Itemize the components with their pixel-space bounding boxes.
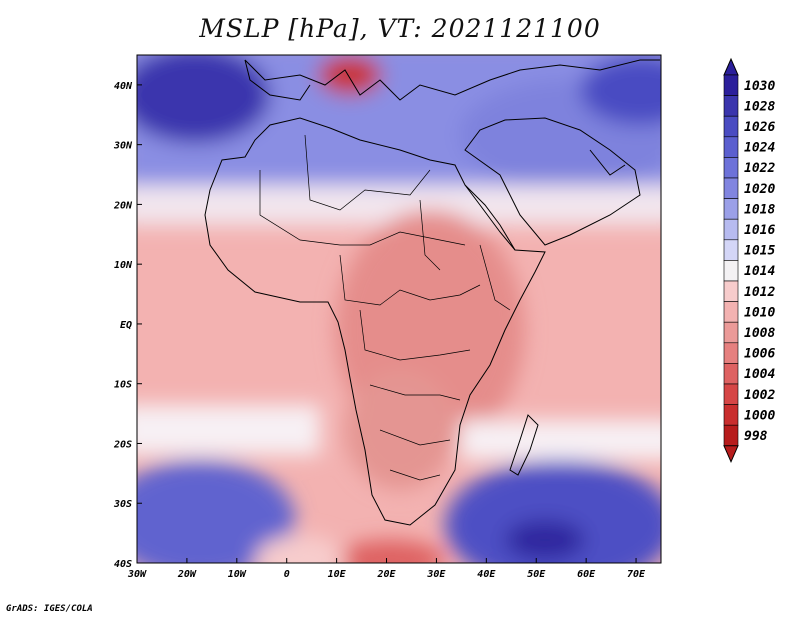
arabia-coastline — [464, 117, 641, 246]
map-frame — [136, 54, 662, 564]
colorbar-top-arrow — [723, 57, 739, 76]
colorbar-label: 1016 — [744, 223, 775, 238]
lat-tick-label: 30N — [113, 141, 133, 152]
colorbar-swatch — [723, 301, 739, 323]
colorbar-swatch — [723, 342, 739, 364]
colorbar-label: 998 — [744, 429, 768, 444]
colorbar-swatch — [723, 136, 739, 158]
colorbar-label: 1015 — [744, 244, 775, 259]
colorbar-label: 1008 — [744, 326, 775, 341]
colorbar-label: 1022 — [744, 161, 775, 176]
colorbar-label: 1000 — [744, 408, 775, 423]
colorbar-swatch — [723, 74, 739, 96]
lat-tick-label: 20N — [113, 200, 133, 211]
lon-tick-label: 30E — [426, 569, 446, 580]
colorbar-label: 1028 — [744, 99, 775, 114]
lon-tick-label: 20W — [177, 569, 197, 580]
lat-tick-label: 30S — [113, 499, 132, 510]
south-indian-high — [445, 460, 661, 563]
lat-tick-label: 20S — [113, 439, 132, 450]
colorbar-label: 1020 — [744, 182, 775, 197]
grads-credit: GrADS: IGES/COLA — [6, 604, 93, 614]
lat-tick-label: 10N — [114, 260, 133, 271]
colorbar-swatch — [723, 363, 739, 385]
colorbar-label: 1018 — [744, 202, 775, 217]
colorbar-swatch — [723, 321, 739, 344]
colorbar-swatch — [723, 424, 739, 447]
madagascar-coastline — [509, 414, 539, 476]
red-sea — [464, 184, 516, 251]
colorbar-swatch — [723, 404, 739, 426]
colorbar-label: 1006 — [744, 347, 775, 362]
coastlines — [204, 59, 660, 526]
persian-gulf — [589, 149, 626, 176]
pressure-field — [137, 55, 661, 563]
southern-low — [335, 540, 445, 563]
colorbar-swatch — [723, 157, 739, 179]
lat-tick-label: 40S — [114, 559, 132, 570]
iberia-coastline — [244, 59, 311, 101]
lat-tick-label: EQ — [120, 320, 132, 331]
lon-tick-label: 10E — [328, 569, 347, 580]
europe-coastline — [244, 59, 660, 101]
colorbar-label: 1012 — [744, 285, 775, 300]
colorbar-label: 1030 — [744, 79, 775, 94]
lon-tick-label: 50E — [527, 569, 546, 580]
lat-tick-label: 40N — [114, 81, 133, 92]
colorbar-swatch — [723, 218, 739, 241]
central-asia-high — [580, 55, 661, 125]
south-atlantic-high — [137, 460, 295, 563]
lat-tick-label: 10S — [114, 380, 132, 391]
colorbar-swatch — [723, 198, 739, 220]
colorbar-swatch — [723, 280, 739, 302]
lon-tick-label: 0 — [284, 569, 290, 580]
colorbar-label: 1010 — [744, 305, 775, 320]
colorbar-label: 1004 — [744, 367, 775, 382]
colorbar-swatch — [723, 177, 739, 199]
mediterranean-low — [318, 55, 382, 95]
colorbar-swatch — [723, 115, 739, 138]
colorbar-bottom-arrow — [723, 445, 739, 464]
colorbar-swatch — [723, 260, 739, 282]
colorbar-label: 1002 — [744, 388, 775, 403]
colorbar-swatch — [723, 383, 739, 405]
country-borders — [259, 134, 511, 481]
map-title: MSLP [hPa], VT: 2021121100 — [199, 14, 601, 43]
colorbar-swatch — [723, 95, 739, 117]
azores-high — [137, 55, 270, 143]
lon-tick-label: 30W — [127, 569, 147, 580]
africa-coastline — [204, 117, 546, 526]
colorbar-label: 1026 — [744, 120, 775, 135]
map-axes: 30W 20W 10W 0 10E 20E 30E 40E 50E 60E 70E 40N 30N 20N… — [113, 81, 646, 580]
colorbar: 1030 1028 1026 1024 1022 1020 1018 1016 1015 1014… — [723, 57, 775, 464]
lon-tick-label: 70E — [627, 569, 646, 580]
lon-tick-label: 20E — [376, 569, 396, 580]
lon-tick-label: 10W — [228, 569, 247, 580]
colorbar-label: 1024 — [744, 141, 775, 156]
lon-tick-label: 60E — [577, 569, 596, 580]
lon-tick-label: 40E — [477, 569, 496, 580]
colorbar-swatch — [723, 239, 739, 261]
colorbar-label: 1014 — [744, 264, 775, 279]
